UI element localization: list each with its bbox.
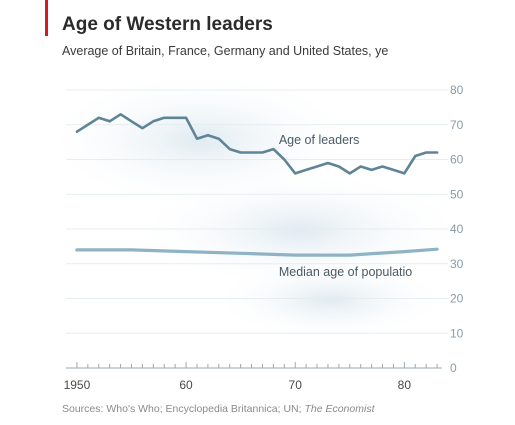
series-line-age-of-leaders [75,113,439,175]
y-tick-label-30: 30 [450,257,464,271]
series-labels: Age of leaders Median age of populatio [279,133,412,279]
x-tick-label-80: 80 [398,378,412,392]
source-text: Sources: Who's Who; Encyclopedia Britann… [62,403,302,415]
x-tick-label-60: 60 [179,378,193,392]
x-tick-label-70: 70 [289,378,303,392]
chart-title: Age of Western leaders [62,14,273,35]
series-lines [75,113,439,257]
series-line-median-age [75,247,439,257]
y-tick-label-70: 70 [450,118,464,132]
title-accent-bar [45,0,48,36]
x-axis: 1950 60 70 80 [64,362,442,392]
series-label-median-age: Median age of populatio [279,265,412,279]
y-tick-label-10: 10 [450,326,464,340]
y-tick-label-50: 50 [450,187,464,201]
y-tick-label-20: 20 [450,292,464,306]
source-publisher: The Economist [304,403,375,415]
y-axis: 0 10 20 30 40 50 60 70 80 [450,83,464,375]
y-tick-label-60: 60 [450,153,464,167]
y-tick-label-40: 40 [450,222,464,236]
x-tick-label-1950: 1950 [64,378,91,392]
source-note: Sources: Who's Who; Encyclopedia Britann… [62,403,374,415]
series-label-age-of-leaders: Age of leaders [279,133,360,147]
y-tick-label-0: 0 [450,361,457,375]
grid-lines [66,89,448,334]
chart-subtitle: Average of Britain, France, Germany and … [62,44,389,58]
background-haze [40,70,470,340]
y-tick-label-80: 80 [450,83,464,97]
